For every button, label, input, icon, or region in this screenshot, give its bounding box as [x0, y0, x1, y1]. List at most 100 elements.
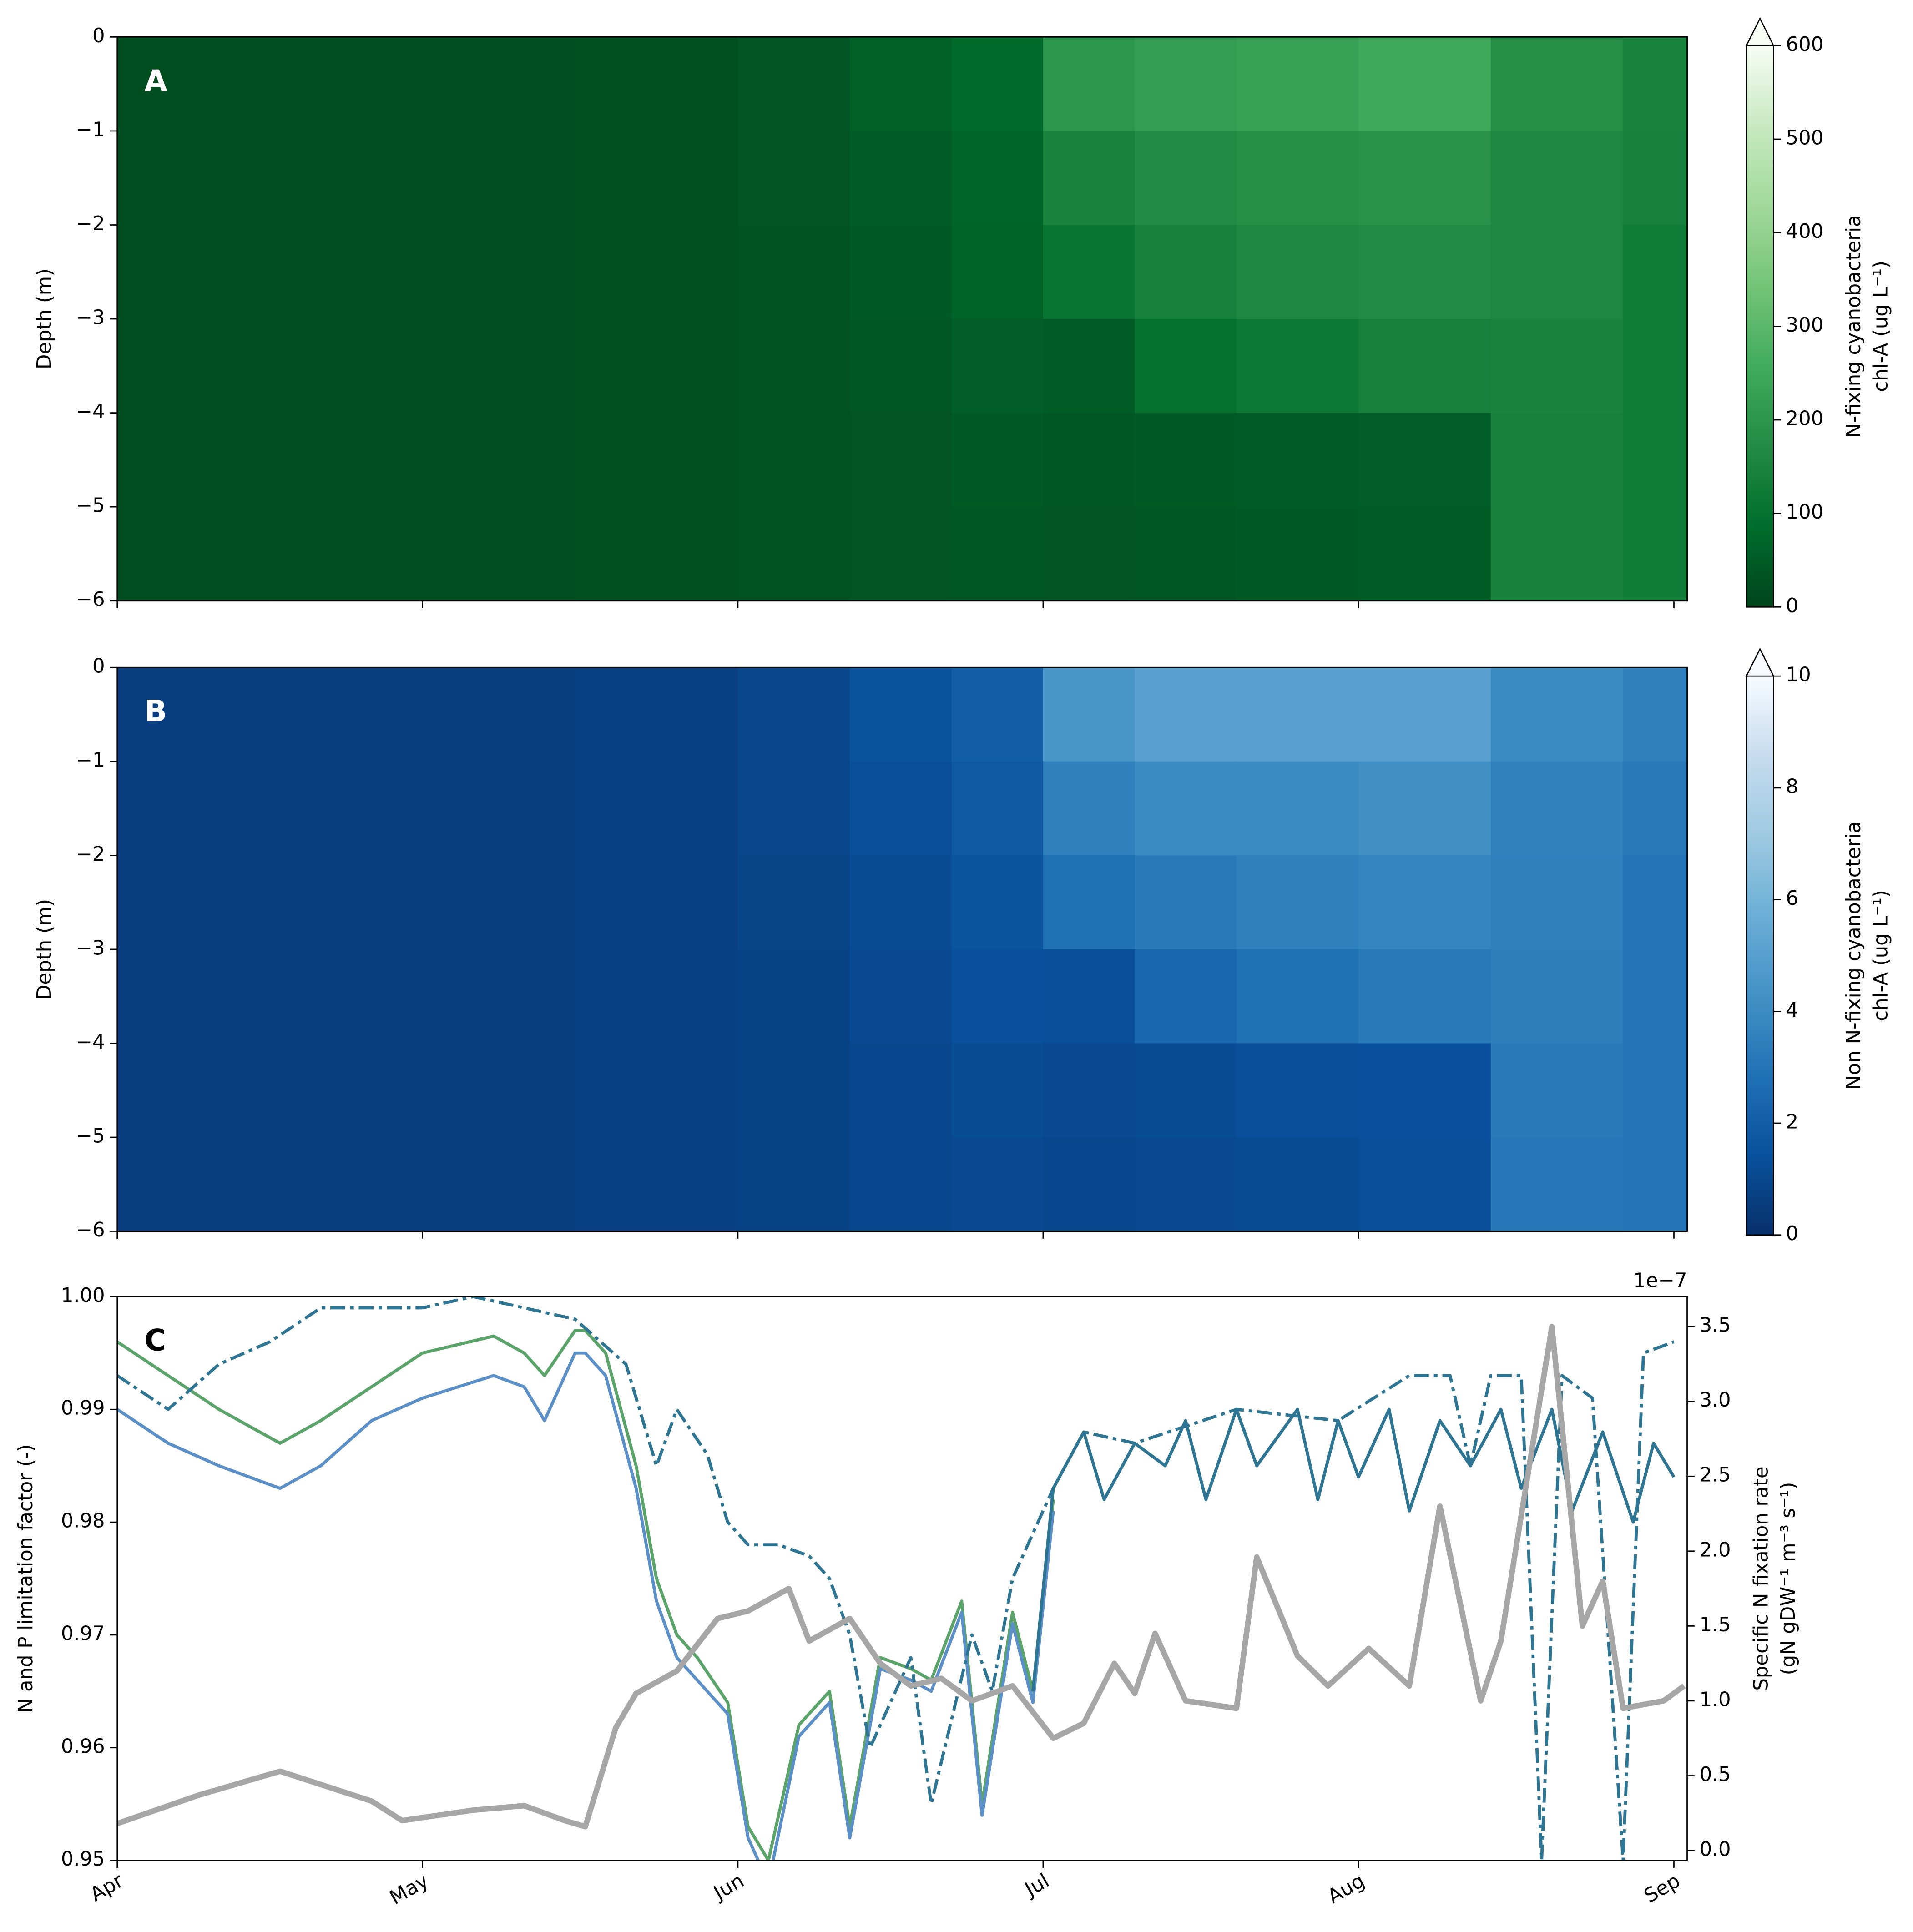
colorbar [1746, 45, 1774, 608]
heat-cell [1490, 319, 1624, 414]
x-tick-label: Jun [709, 1869, 748, 1905]
heat-cell [1135, 949, 1237, 1044]
series-line [117, 1296, 1675, 1861]
heat-cell [575, 1137, 739, 1232]
heat-cell [1135, 507, 1237, 602]
heat-cell [1623, 761, 1688, 856]
heat-cell [422, 413, 576, 508]
heat-cell [1490, 949, 1624, 1044]
heat-cell [1623, 1043, 1688, 1138]
heat-cell [270, 1043, 424, 1138]
y-axis-label: Depth (m) [33, 899, 56, 1000]
heat-cell [1236, 507, 1359, 602]
heat-cell [1490, 131, 1624, 226]
heat-cell [1236, 413, 1359, 508]
heat-cell [422, 1043, 576, 1138]
heat-cell [1358, 131, 1492, 226]
heat-cell [1043, 855, 1136, 950]
series-line [117, 1351, 1055, 1861]
y-tick-label: −1 [76, 118, 105, 141]
heat-cell [951, 319, 1044, 414]
heat-cell [117, 1043, 271, 1138]
panel-label: A [144, 64, 167, 98]
heat-cell [849, 1137, 952, 1232]
heat-cell [849, 37, 952, 132]
y2-tick-label: 1.5 [1700, 1614, 1731, 1636]
heat-cell [117, 225, 271, 320]
heat-cell [1358, 949, 1492, 1044]
heat-cell [1623, 225, 1688, 320]
heat-cell [1623, 413, 1688, 508]
heat-cell [575, 131, 739, 226]
y-axis-label: Depth (m) [33, 268, 56, 369]
heat-cell [1358, 1043, 1492, 1138]
heat-cell [422, 37, 576, 132]
series-line [1031, 1407, 1676, 1692]
heat-cell [117, 761, 271, 856]
y-tick-label: 0.96 [61, 1735, 105, 1758]
y-tick-label: 0.98 [61, 1510, 105, 1533]
colorbar-tick-label: 4 [1786, 999, 1799, 1022]
heat-cell [575, 319, 739, 414]
heat-cell [1490, 225, 1624, 320]
heat-cell [270, 949, 424, 1044]
heat-cell [737, 1137, 851, 1232]
heat-cell [117, 855, 271, 950]
heat-cell [1358, 37, 1492, 132]
heat-cell [270, 225, 424, 320]
heat-cell [1358, 1137, 1492, 1232]
heat-cell [575, 761, 739, 856]
heat-cell [1623, 507, 1688, 602]
heat-cell [1135, 667, 1237, 762]
x-tick-label: May [386, 1869, 433, 1909]
heat-cell [849, 761, 952, 856]
colorbar-tick-label: 100 [1786, 501, 1824, 524]
y2-tick-label: 0.5 [1700, 1763, 1731, 1786]
heat-cell [575, 37, 739, 132]
heat-cell [849, 949, 952, 1044]
heat-cell [270, 667, 424, 762]
heat-cell [1623, 949, 1688, 1044]
heat-cell [1043, 949, 1136, 1044]
heat-cell [117, 37, 271, 132]
colorbar-label: N-fixing cyanobacteria [1842, 215, 1865, 438]
heat-cell [1043, 1137, 1136, 1232]
heat-cell [422, 225, 576, 320]
heat-cell [849, 319, 952, 414]
heat-cell [737, 37, 851, 132]
x-tick-label: Sep [1640, 1869, 1684, 1907]
colorbar-tick-label: 200 [1786, 407, 1824, 430]
heat-cell [737, 855, 851, 950]
heat-cell [1236, 1137, 1359, 1232]
heat-cell [951, 1043, 1044, 1138]
heat-cell [117, 413, 271, 508]
heat-cell [737, 761, 851, 856]
heat-cell [117, 507, 271, 602]
heat-cell [1623, 667, 1688, 762]
heat-cell [1358, 319, 1492, 414]
heat-cell [575, 1043, 739, 1138]
heat-cell [1490, 1137, 1624, 1232]
y2-tick-label: 2.0 [1700, 1539, 1731, 1561]
series-line [117, 1329, 1055, 1861]
y-tick-label: −6 [76, 588, 105, 611]
y-tick-label: −3 [76, 937, 105, 959]
plot-frame [116, 1296, 1688, 1861]
heat-cell [1358, 667, 1492, 762]
heat-cell [951, 949, 1044, 1044]
y-tick-label: 0 [92, 25, 105, 47]
colorbar-tick-label: 500 [1786, 127, 1824, 150]
heat-cell [270, 37, 424, 132]
heat-cell [951, 667, 1044, 762]
heat-cell [422, 507, 576, 602]
heat-cell [117, 949, 271, 1044]
heat-cell [1236, 855, 1359, 950]
heat-cell [849, 667, 952, 762]
heat-cell [1043, 319, 1136, 414]
colorbar-label: chl-A (ug L⁻¹) [1870, 890, 1893, 1021]
y2-axis-label: (gN gDW⁻¹ m⁻³ s⁻¹) [1777, 1482, 1800, 1675]
heat-cell [1623, 855, 1688, 950]
colorbar-label: chl-A (ug L⁻¹) [1870, 261, 1893, 392]
heat-cell [270, 319, 424, 414]
